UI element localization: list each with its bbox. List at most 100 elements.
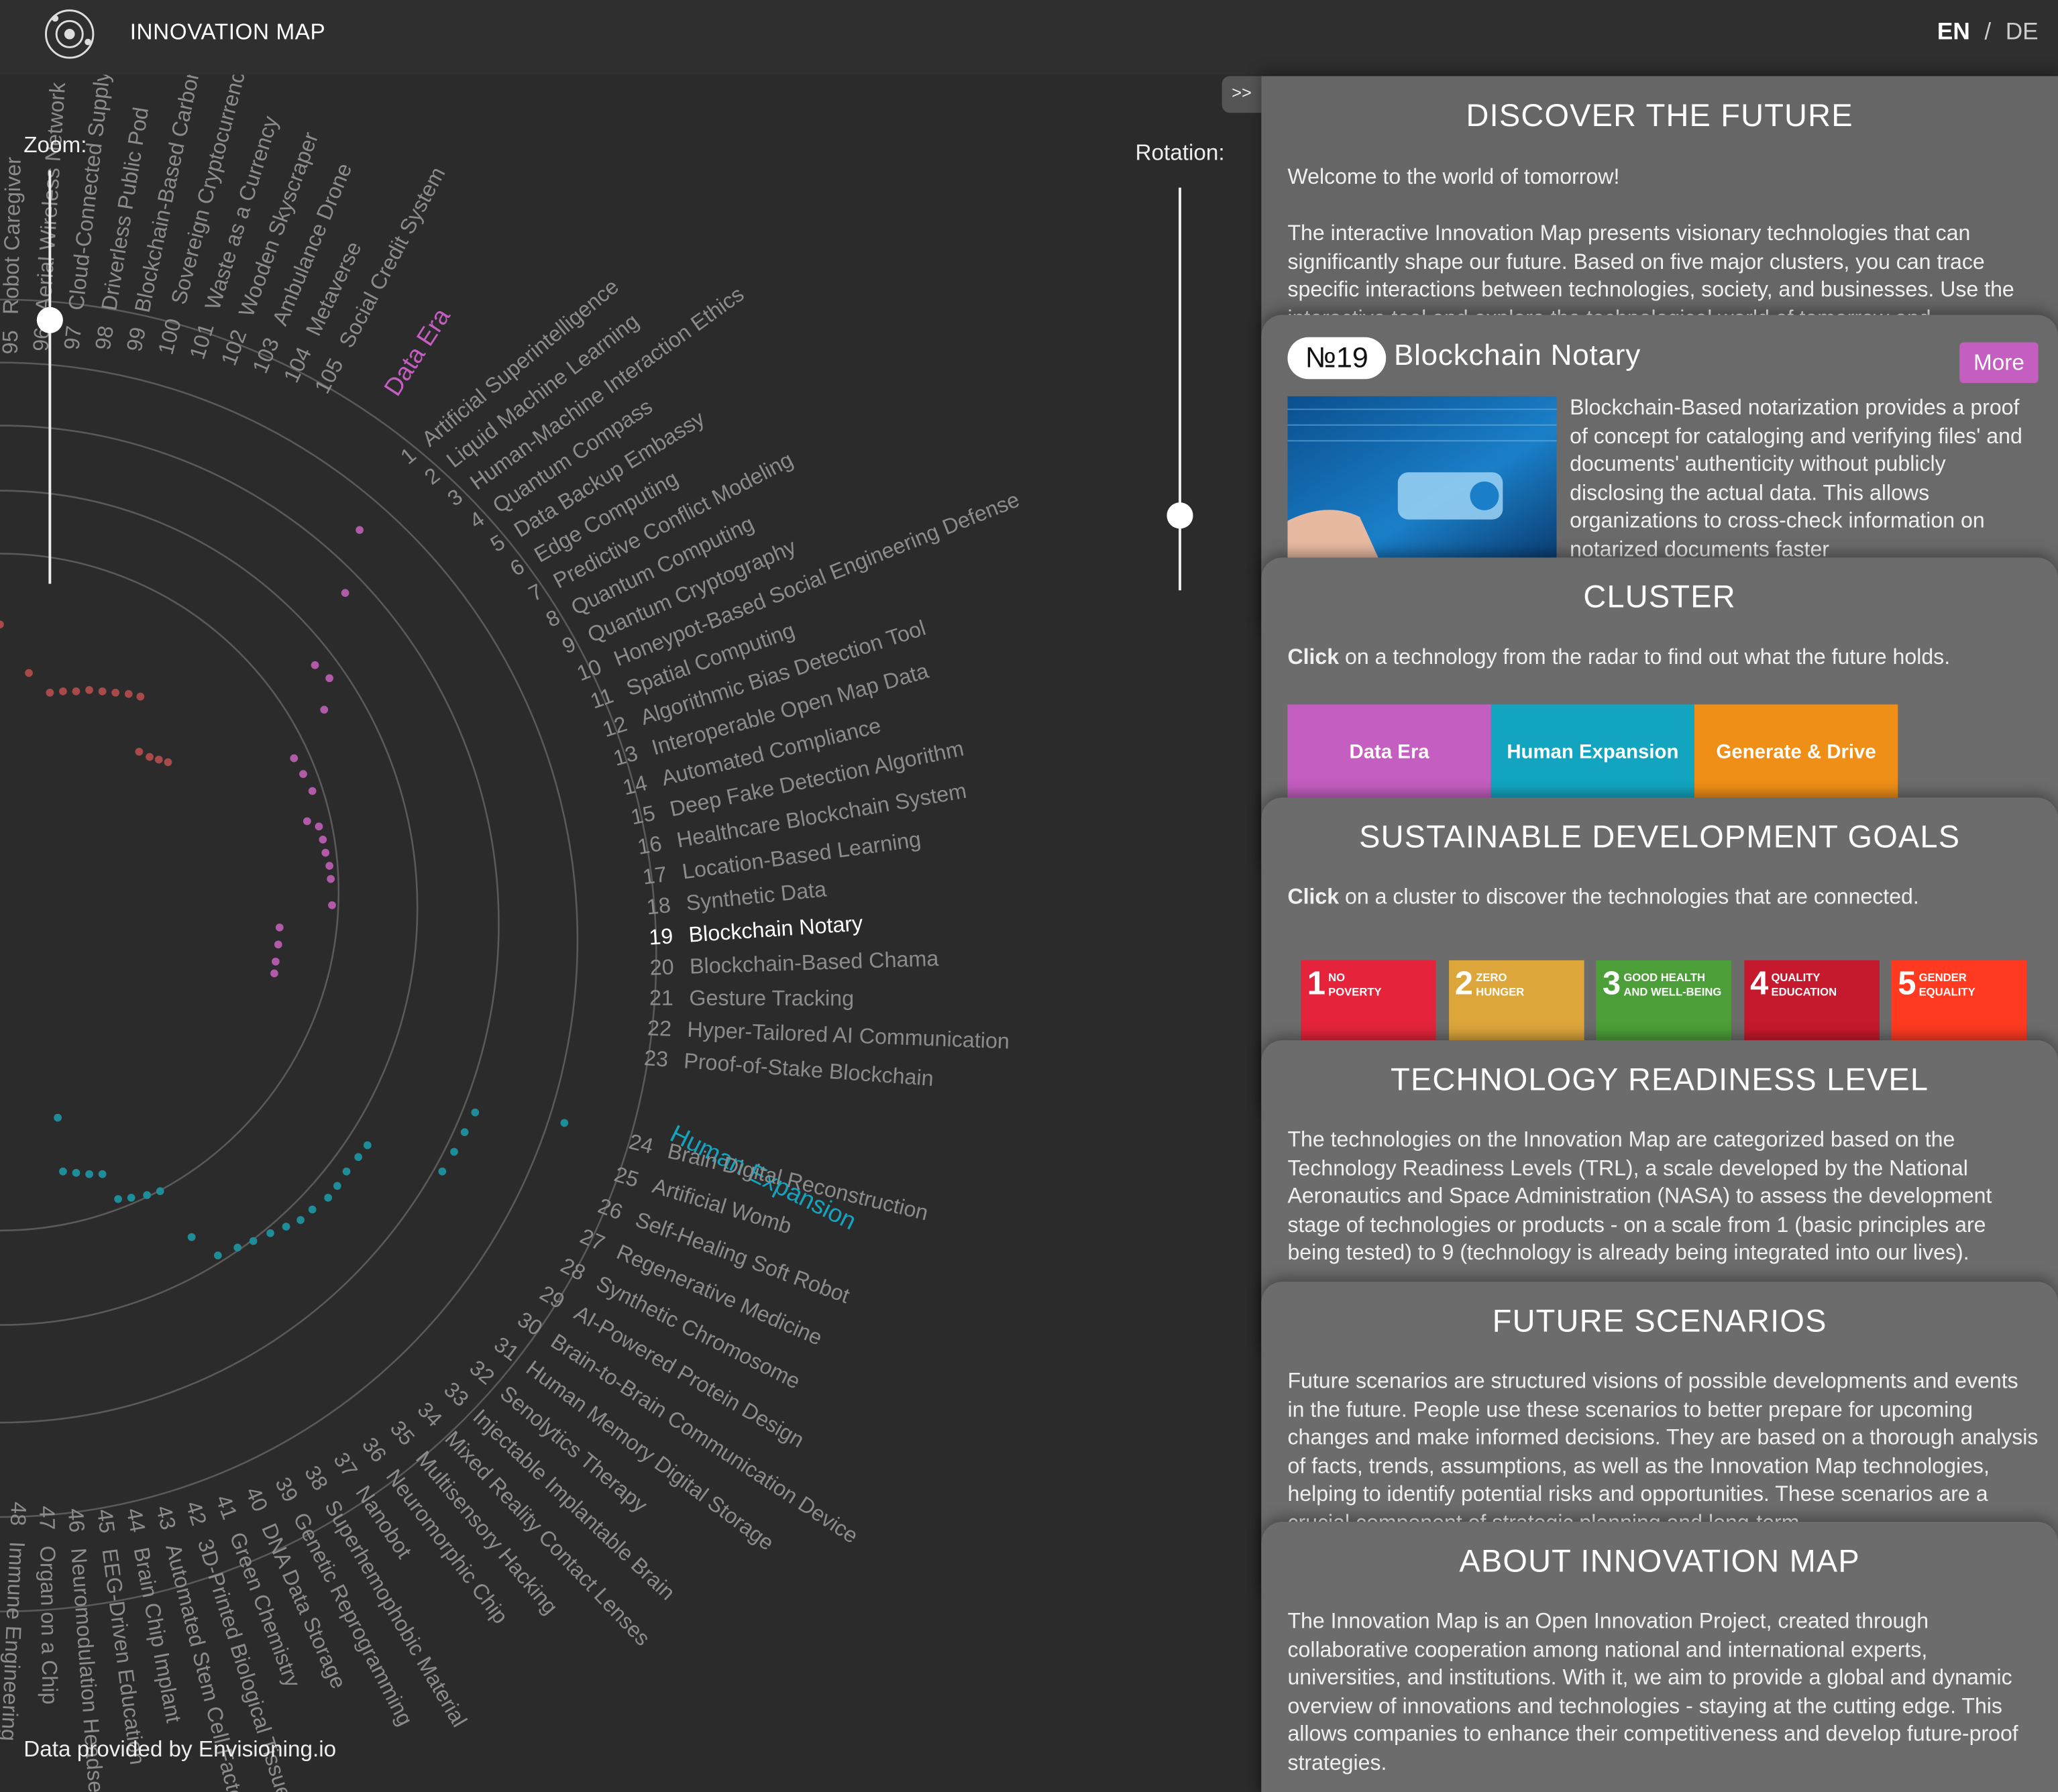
lang-en[interactable]: EN [1937, 18, 1970, 45]
radar-ring [0, 298, 657, 1612]
technology-dot [363, 1141, 372, 1150]
technology-number: 34 [413, 1397, 447, 1431]
sdg-text: ZERO [1476, 970, 1507, 985]
technology-number: 8 [542, 604, 563, 631]
panel-title: DISCOVER THE FUTURE [1466, 98, 1853, 134]
technology-number: 4 [465, 506, 488, 533]
technology-dot [124, 689, 133, 698]
technology-dot [85, 1170, 93, 1178]
technology-number: 101 [184, 321, 218, 362]
technology-dot [438, 1167, 447, 1176]
technology-dot [296, 1216, 305, 1225]
technology-label[interactable]: 48 Immune Engineering [0, 1502, 32, 1742]
technology-dot [319, 836, 327, 844]
technology-dot [85, 686, 93, 694]
technology-label[interactable]: 18 Synthetic Data [645, 877, 828, 919]
sdg-text: EDUCATION [1771, 985, 1837, 999]
technology-dot [333, 1182, 341, 1190]
technology-dot [328, 901, 336, 909]
technology-number: 31 [490, 1332, 523, 1365]
technology-name: Robot Caregiver [0, 156, 25, 315]
zoom-knob[interactable] [36, 306, 63, 333]
technology-dot [233, 1243, 242, 1252]
technology-number: 21 [649, 985, 673, 1009]
technology-name: Gesture Tracking [689, 985, 854, 1010]
sdg-text: AND WELL-BEING [1623, 985, 1722, 999]
technology-number: 99 [121, 325, 150, 353]
panel-text: The technologies on the Innovation Map a… [1287, 1128, 1992, 1266]
technology-dot [59, 1167, 67, 1176]
panel-toggle[interactable]: >> [1222, 76, 1262, 113]
technology-dot [146, 752, 154, 761]
technology-number: 12 [600, 711, 630, 741]
technology-dot [303, 817, 311, 826]
rotation-label: Rotation: [1135, 140, 1225, 166]
rotation-knob[interactable] [1167, 502, 1193, 529]
cluster-button[interactable]: Human Expansion [1491, 704, 1695, 799]
technology-dot [136, 692, 145, 701]
technology-dot [450, 1147, 458, 1156]
technology-number: 13 [610, 740, 640, 770]
technology-number: 14 [620, 770, 649, 799]
technology-label[interactable]: 20 Blockchain-Based Chama [649, 946, 939, 979]
technology-name: Synthetic Data [685, 877, 827, 915]
sdg-text: ZERO HUNGER [1476, 970, 1524, 999]
technology-dot [187, 1233, 196, 1241]
technology-number: 23 [643, 1046, 669, 1071]
technology-dot [111, 688, 120, 697]
technology-number: 102 [216, 327, 251, 369]
technology-label[interactable]: 47 Organ on a Chip [36, 1506, 63, 1705]
technology-dot [320, 706, 329, 714]
lang-de[interactable]: DE [2005, 18, 2039, 45]
technology-number: 103 [248, 334, 284, 377]
technology-number: 30 [514, 1306, 547, 1340]
cluster-button[interactable]: Generate & Drive [1694, 704, 1898, 799]
sdg-text: 2 [1454, 965, 1474, 1003]
about-panel: ABOUT INNOVATION MAP The Innovation Map … [1261, 1522, 2058, 1792]
radar-ring [0, 361, 578, 1518]
panel-title: CLUSTER [1583, 579, 1736, 616]
technology-number: 17 [641, 862, 668, 889]
technology-label[interactable]: 95 Robot Caregiver [0, 156, 25, 354]
cluster-button[interactable]: Data Era [1287, 704, 1491, 799]
technology-dot [342, 1167, 351, 1176]
technology-name: Blockchain-Based Chama [689, 946, 938, 978]
emphasis: Click [1287, 885, 1340, 909]
technology-number: 29 [536, 1280, 569, 1313]
technology-number: 26 [595, 1193, 626, 1224]
panel-title: FUTURE SCENARIOS [1492, 1304, 1827, 1340]
technology-number: 46 [64, 1508, 90, 1533]
sdg-text: GENDER [1918, 970, 1967, 985]
technology-number: 104 [278, 343, 316, 386]
technology-dot [290, 754, 299, 763]
technology-number: 95 [0, 330, 22, 355]
more-button[interactable]: More [1959, 342, 2039, 384]
technology-number: 33 [439, 1377, 474, 1411]
sdg-text: QUALITY EDUCATION [1771, 970, 1837, 999]
technology-number: 7 [525, 579, 547, 606]
technology-label[interactable]: 21 Gesture Tracking [649, 985, 854, 1010]
text: on a technology from the radar to find o… [1339, 645, 1951, 669]
technology-number: 43 [152, 1503, 181, 1532]
logo[interactable] [41, 5, 99, 63]
technology-label[interactable]: 23 Proof-of-Stake Blockchain [643, 1046, 934, 1090]
technology-number: 28 [557, 1253, 589, 1285]
technology-dot [25, 669, 33, 677]
technology-number: 100 [153, 316, 185, 357]
cluster-buttons: Data Era Human Expansion Generate & Driv… [1287, 704, 1898, 799]
sdg-text: 3 [1603, 965, 1621, 1003]
technology-dot [266, 1229, 274, 1237]
technology-dot [249, 1237, 258, 1245]
technology-dot [154, 755, 163, 764]
tech-badge: №19 [1287, 337, 1387, 380]
technology-name: Immune Engineering [0, 1541, 30, 1742]
technology-number: 22 [647, 1015, 672, 1040]
cluster-label: Data Era [378, 302, 455, 400]
technology-number: 11 [587, 683, 616, 713]
technology-label[interactable]: 19 Blockchain Notary [648, 911, 864, 949]
technology-label[interactable]: 22 Hyper-Tailored AI Communication [647, 1015, 1010, 1053]
technology-number: 35 [386, 1416, 420, 1450]
paragraph: Welcome to the world of tomorrow! [1287, 165, 1620, 189]
